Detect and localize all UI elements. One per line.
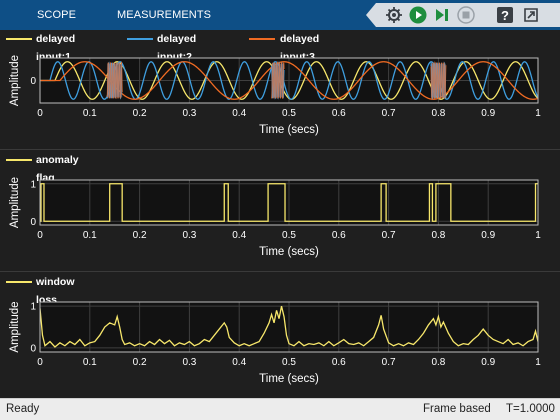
simulation-time: T=1.0000	[506, 403, 555, 415]
x-tick-label: 0.9	[481, 108, 495, 119]
legend-line	[249, 38, 275, 40]
x-tick-label: 0.4	[232, 108, 246, 119]
x-tick-label: 0.3	[182, 108, 196, 119]
status-text: Ready	[6, 403, 40, 415]
y-tick-label: 1	[30, 302, 36, 313]
x-tick-label: 0.6	[332, 357, 346, 368]
x-tick-label: 0.7	[382, 230, 396, 241]
help-icon[interactable]: ?	[495, 5, 515, 25]
toolstrip: SCOPE MEASUREMENTS ?	[0, 0, 560, 30]
status-bar: Ready Frame based T=1.0000	[0, 398, 560, 420]
step-forward-icon[interactable]	[432, 5, 452, 25]
x-tick-label: 0.8	[431, 108, 445, 119]
legend-entry[interactable]: delayed input:2	[157, 33, 197, 63]
x-tick-label: 0.2	[133, 357, 147, 368]
x-axis-label: Time (secs)	[259, 246, 319, 258]
legend-entry[interactable]: anomaly flag	[36, 154, 79, 184]
y-tick-label: 0	[30, 217, 36, 228]
plot-anomaly-flag[interactable]: 0 0.1 0.2 0.3 0.4 0.5 0.6 0.7 0.8 0.9 1 0 1 Time (sec…	[0, 170, 560, 270]
x-tick-label: 0	[37, 230, 43, 241]
quick-access-toolbar: ?	[366, 3, 560, 27]
legend-entry[interactable]: delayed input:3	[280, 33, 320, 63]
x-tick-label: 1	[535, 357, 541, 368]
x-tick-label: 0	[37, 108, 43, 119]
x-axis-label: Time (secs)	[259, 373, 319, 385]
x-tick-label: 0.4	[232, 357, 246, 368]
x-axis-label: Time (secs)	[259, 124, 319, 136]
legend-entry[interactable]: delayed input:1	[36, 33, 76, 63]
x-tick-label: 1	[535, 230, 541, 241]
tab-scope[interactable]: SCOPE	[37, 9, 77, 21]
plot-delayed-inputs[interactable]: 0 0.1 0.2 0.3 0.4 0.5 0.6 0.7 0.8 0.9 1 0 Time (secs…	[0, 48, 560, 148]
axes-box	[39, 179, 539, 226]
y-axis-label: Amplitude	[9, 55, 21, 106]
axes-box	[39, 57, 539, 104]
svg-text:?: ?	[501, 8, 509, 23]
x-tick-label: 0.8	[431, 230, 445, 241]
x-tick-label: 0.7	[382, 357, 396, 368]
x-tick-label: 0.1	[83, 230, 97, 241]
x-tick-label: 0.5	[282, 108, 296, 119]
x-tick-label: 0.5	[282, 357, 296, 368]
y-tick-label: 0	[30, 343, 36, 354]
legend-line	[6, 159, 32, 161]
y-tick-label: 1	[30, 179, 36, 190]
series-line	[40, 306, 538, 348]
anomaly-region	[271, 63, 285, 98]
series-line	[40, 183, 538, 222]
x-tick-label: 0.7	[382, 108, 396, 119]
y-tick-label: 0	[30, 76, 36, 87]
legend-line	[6, 281, 32, 283]
x-tick-label: 0.8	[431, 357, 445, 368]
panel-divider	[0, 149, 560, 150]
layout-settings-icon[interactable]	[384, 5, 404, 25]
y-axis-label: Amplitude	[9, 301, 21, 352]
x-tick-label: 0	[37, 357, 43, 368]
x-tick-label: 0.1	[83, 357, 97, 368]
legend-line	[6, 38, 32, 40]
x-tick-label: 0.6	[332, 108, 346, 119]
x-tick-label: 1	[535, 108, 541, 119]
legend-line	[127, 38, 153, 40]
tab-measurements[interactable]: MEASUREMENTS	[117, 9, 212, 21]
x-tick-label: 0.4	[232, 230, 246, 241]
legend-entry[interactable]: window loss	[36, 276, 75, 306]
anomaly-region	[107, 63, 123, 98]
x-tick-label: 0.9	[481, 357, 495, 368]
x-tick-label: 0.3	[182, 357, 196, 368]
panel-divider	[0, 271, 560, 272]
expand-icon[interactable]	[521, 5, 541, 25]
x-tick-label: 0.6	[332, 230, 346, 241]
x-tick-label: 0.9	[481, 230, 495, 241]
x-tick-label: 0.2	[133, 108, 147, 119]
series-line	[40, 61, 538, 100]
processing-mode: Frame based	[423, 403, 491, 415]
stop-icon[interactable]	[456, 5, 476, 25]
anomaly-region	[430, 63, 446, 98]
y-axis-label: Amplitude	[9, 177, 21, 228]
x-tick-label: 0.1	[83, 108, 97, 119]
x-tick-label: 0.2	[133, 230, 147, 241]
x-tick-label: 0.3	[182, 230, 196, 241]
plot-window-loss[interactable]: 0 0.1 0.2 0.3 0.4 0.5 0.6 0.7 0.8 0.9 1 0 1 Time (sec…	[0, 292, 560, 396]
run-icon[interactable]	[408, 5, 428, 25]
axes-box	[39, 301, 539, 353]
x-tick-label: 0.5	[282, 230, 296, 241]
series-line	[40, 61, 538, 100]
